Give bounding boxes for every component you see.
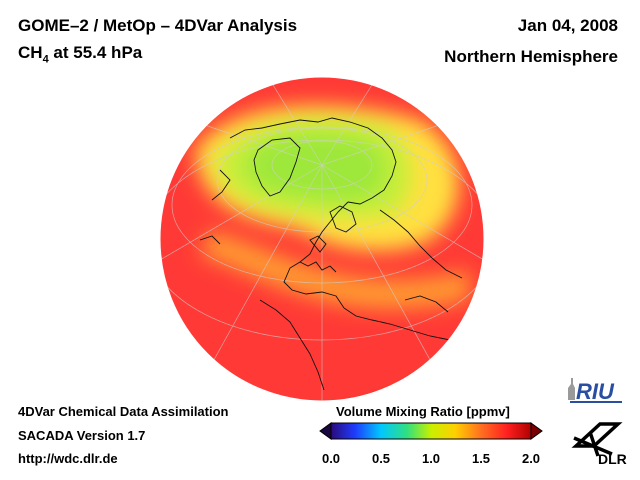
footer-url: http://wdc.dlr.de [18,451,118,466]
riu-logo: RIU [568,378,622,404]
colorbar-low-arrow [319,422,332,440]
colorbar [319,422,543,440]
species-level-label: CH4 at 55.4 hPa [18,43,142,65]
species-subscript: 4 [42,53,49,66]
footer-line-1: 4DVar Chemical Data Assimilation [18,404,229,419]
colorbar-high-arrow [530,422,543,440]
colorbar-tick: 2.0 [521,451,541,466]
pressure-level: at 55.4 hPa [48,43,143,62]
colorbar-tick: 0.0 [321,451,341,466]
hemisphere-label: Northern Hemisphere [444,47,618,66]
colorbar-tick: 1.5 [471,451,491,466]
dlr-logo: DLR [571,422,627,467]
colorbar-title: Volume Mixing Ratio [ppmv] [336,404,510,419]
species-name: CH [18,43,43,62]
svg-text:DLR: DLR [598,451,627,467]
footer-line-2: SACADA Version 1.7 [18,428,146,443]
svg-text:RIU: RIU [576,379,615,404]
colorbar-gradient [330,422,532,440]
map-title: GOME–2 / MetOp – 4DVar Analysis [18,16,298,35]
analysis-date: Jan 04, 2008 [517,16,618,35]
colorbar-tick: 1.0 [421,451,441,466]
colorbar-tick: 0.5 [371,451,391,466]
